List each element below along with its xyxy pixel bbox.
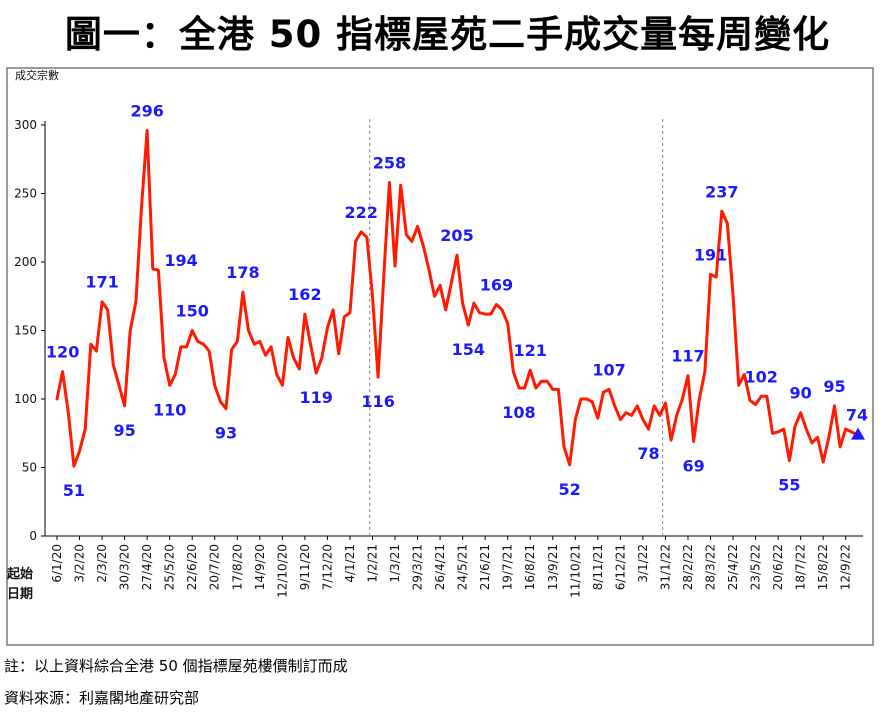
x-tick-label: 27/4/20 (140, 544, 154, 590)
x-tick-label: 7/12/20 (320, 544, 334, 590)
x-axis-label-text: 起始 (6, 566, 33, 582)
data-label: 178 (226, 263, 259, 282)
x-tick-label: 25/4/22 (726, 544, 740, 590)
data-label: 296 (130, 101, 163, 120)
series-polyline (55, 129, 859, 468)
data-label: 258 (373, 154, 406, 173)
footnote: 註：以上資料綜合全港 50 個指標屋苑樓價制訂而成 (4, 657, 348, 675)
x-tick-label: 20/6/22 (771, 544, 785, 590)
data-label: 69 (682, 456, 704, 475)
latest-point-marker (851, 427, 865, 440)
data-label: 119 (299, 388, 332, 407)
x-tick-label: 3/1/22 (636, 544, 650, 583)
x-tick-label: 1/3/21 (388, 544, 402, 583)
y-tick-label: 0 (29, 529, 37, 543)
y-tick-label: 200 (14, 255, 37, 269)
x-tick-label: 8/11/21 (591, 544, 605, 590)
x-axis-label-text: 日期 (7, 587, 33, 602)
x-tick-label: 13/9/21 (546, 544, 560, 590)
x-tick-label: 21/6/21 (478, 544, 492, 590)
y-axis-label: 成交宗數 (15, 68, 59, 82)
x-tick-label: 28/2/22 (681, 544, 695, 590)
x-tick-label: 25/5/20 (163, 544, 177, 590)
x-tick-label: 15/8/22 (816, 544, 830, 590)
data-label: 162 (288, 285, 321, 304)
data-label: 194 (164, 251, 197, 270)
plot-frame (6, 67, 874, 646)
x-tick-label: 17/8/20 (230, 544, 244, 590)
data-label: 237 (705, 182, 738, 201)
data-label: 154 (452, 340, 485, 359)
data-label: 90 (790, 384, 812, 403)
x-tick-label: 2/3/20 (95, 544, 109, 583)
data-label: 222 (345, 203, 378, 222)
x-tick-label: 31/1/22 (658, 544, 672, 590)
x-tick-label: 12/10/20 (275, 544, 289, 598)
x-tick-label: 28/3/22 (704, 544, 718, 590)
x-tick-label: 24/5/21 (456, 544, 470, 590)
x-tick-label: 18/7/22 (794, 544, 808, 590)
data-label: 78 (637, 444, 659, 463)
y-tick-label: 300 (14, 118, 37, 132)
x-tick-label: 6/12/21 (613, 544, 627, 590)
x-tick-label: 12/9/22 (839, 544, 853, 590)
x-tick-label: 1/2/21 (365, 544, 379, 583)
x-tick-label: 11/10/21 (568, 544, 582, 598)
y-tick-label: 250 (14, 187, 37, 201)
data-label: 120 (46, 343, 79, 362)
y-tick-label: 50 (22, 461, 37, 475)
data-label: 117 (671, 347, 704, 366)
x-tick-label: 23/5/22 (749, 544, 763, 590)
data-label: 150 (176, 302, 209, 321)
data-label: 95 (823, 377, 845, 396)
x-tick-label: 3/2/20 (73, 544, 87, 583)
x-tick-label: 20/7/20 (208, 544, 222, 590)
data-label: 171 (85, 273, 118, 292)
y-axis-label-text: 成交宗數 (15, 68, 59, 82)
data-label: 169 (480, 275, 513, 294)
line-chart: 0 50 100 150 200 250 300 6/1/20 3/2/20 2/3/20 30/3… (6, 67, 874, 646)
x-tick-label: 4/1/21 (343, 544, 357, 583)
x-tick-label: 22/6/20 (185, 544, 199, 590)
x-tick-label: 26/4/21 (433, 544, 447, 590)
y-tick-label: 100 (14, 392, 37, 406)
chart-title: 圖一：全港 50 指標屋苑二手成交量每周變化 (64, 13, 831, 56)
y-tick-label: 150 (14, 324, 37, 338)
x-tick-label: 19/7/21 (501, 544, 515, 590)
data-label: 102 (745, 367, 778, 386)
x-tick-label: 9/11/20 (298, 544, 312, 590)
data-label: 110 (153, 400, 186, 419)
data-label: 95 (113, 421, 135, 440)
data-label: 116 (361, 392, 394, 411)
data-label: 52 (559, 480, 581, 499)
data-label: 93 (215, 424, 237, 443)
data-label: 51 (63, 481, 85, 500)
data-label: 191 (694, 245, 727, 264)
data-label: 205 (440, 226, 473, 245)
data-label: 55 (778, 476, 800, 495)
axes: 0 50 100 150 200 250 300 6/1/20 3/2/20 2/3/20 30/3… (14, 118, 863, 598)
x-tick-label: 16/8/21 (523, 544, 537, 590)
x-tick-label: 14/9/20 (253, 544, 267, 590)
x-tick-label: 29/3/21 (411, 544, 425, 590)
series-line (55, 129, 865, 468)
source-note: 資料來源：利嘉閣地產研究部 (4, 689, 200, 707)
data-label: 74 (846, 406, 868, 425)
data-label: 121 (514, 341, 547, 360)
data-labels: 120 51 171 95 296 194 110 150 93 178 162 119 222 116 2… (46, 101, 868, 500)
x-tick-label: 6/1/20 (50, 544, 64, 583)
data-label: 107 (592, 360, 625, 379)
x-tick-label: 30/3/20 (118, 544, 132, 590)
data-label: 108 (502, 403, 535, 422)
